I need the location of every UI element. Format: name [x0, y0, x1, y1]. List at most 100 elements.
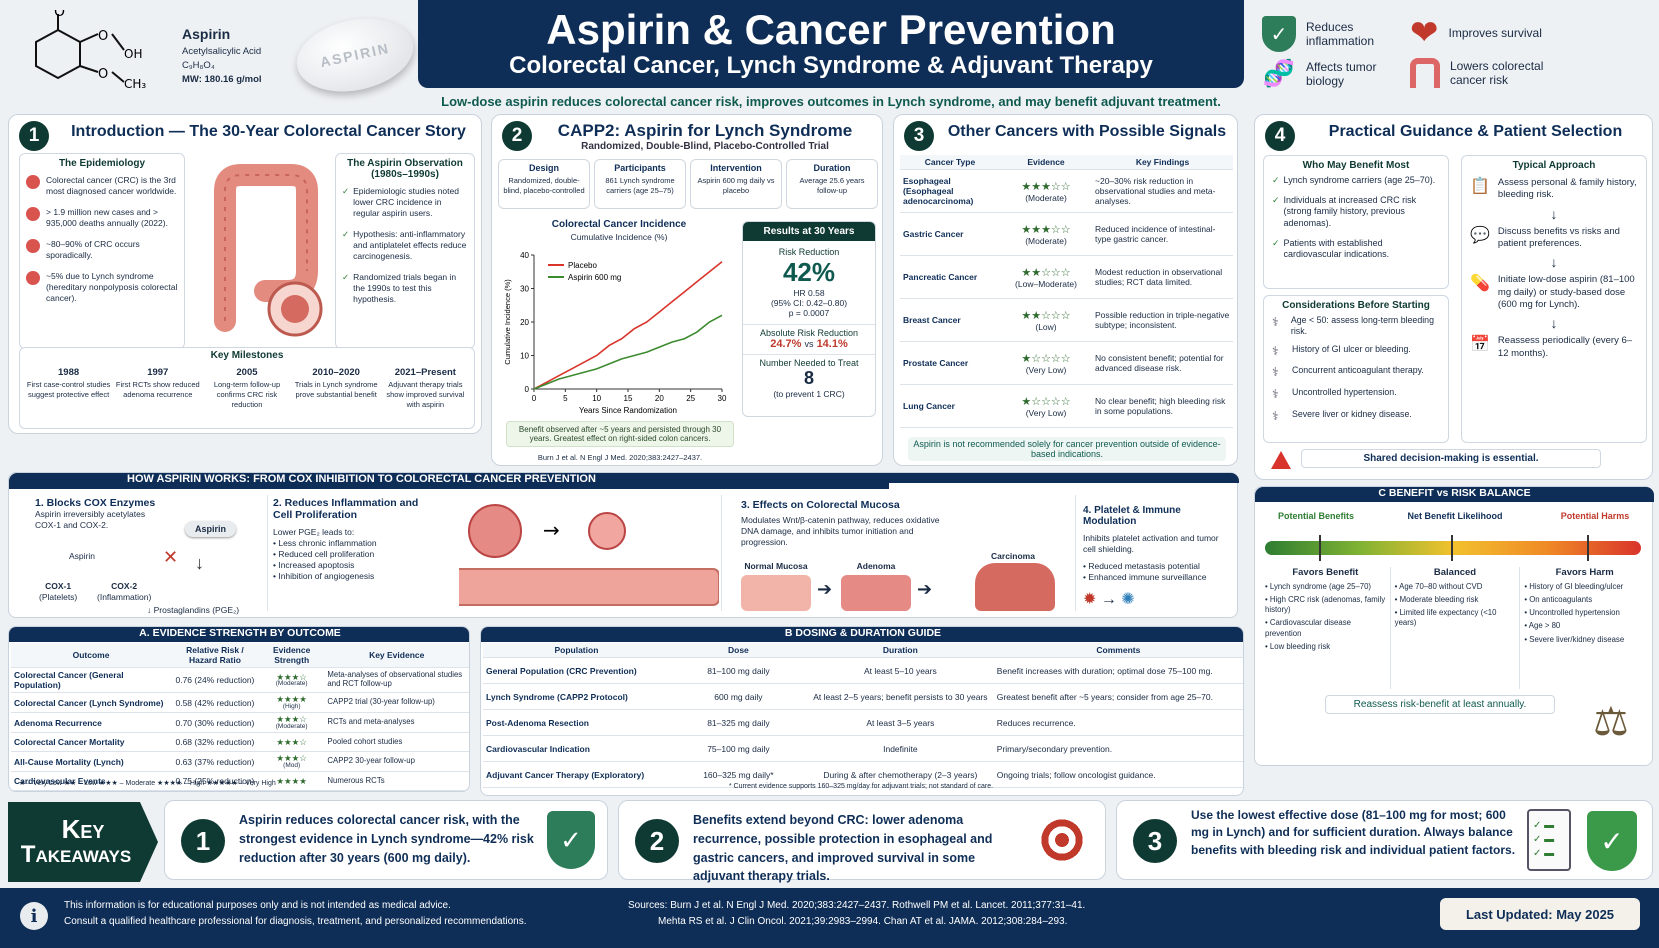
drug-name: Aspirin	[182, 26, 231, 42]
table-header: Comments	[993, 643, 1243, 658]
observation-item: ✓ Hypothesis: anti-inflammatory and antip…	[342, 229, 467, 262]
consideration-item: ⚕ Uncontrolled hypertension.	[1272, 387, 1397, 402]
virus-icon	[26, 239, 40, 254]
virus-icon	[26, 175, 40, 189]
section-capp2: 2 CAPP2: Aspirin for Lynch Syndrome Rand…	[491, 114, 883, 466]
who-item: ✓ Lynch syndrome carriers (age 25–70).	[1272, 175, 1436, 185]
rr-label: Risk Reduction	[778, 247, 840, 257]
caution-icon: ⚕	[1272, 343, 1279, 358]
trial-design-box: Duration Average 25.6 years follow-up	[786, 159, 878, 209]
epidemiology-item: ~5% due to Lynch syndrome (hereditary no…	[26, 271, 178, 304]
target-icon	[1035, 813, 1089, 867]
mechanism-title: HOW ASPIRIN WORKS: FROM COX INHIBITION T…	[9, 473, 889, 489]
table-row: Breast Cancer ★★☆☆☆ (Low) Possible reductio…	[900, 298, 1233, 342]
immune-cell-icon: ✺	[1121, 591, 1135, 609]
consideration-item: ⚕ Severe liver or kidney disease.	[1272, 408, 1412, 423]
consideration-item: ⚕ History of GI ulcer or bleeding.	[1272, 343, 1411, 358]
virus-icon	[26, 271, 40, 286]
y-tick-label: 20	[520, 318, 529, 327]
y-tick-label: 0	[525, 385, 530, 394]
table-header: Duration	[806, 643, 994, 658]
benefit-tumor: 🧬 Affects tumor biology	[1262, 58, 1377, 88]
epidemiology-item: > 1.9 million new cases and > 935,000 de…	[26, 207, 178, 229]
evidence-stars: ★★★☆	[276, 736, 307, 747]
x-tick-label: 0	[532, 394, 537, 403]
pill-image: ASPIRIN	[290, 8, 420, 102]
section-number: 2	[502, 121, 532, 151]
step-icon: 💊	[1470, 275, 1490, 293]
x-tick-label: 30	[718, 394, 727, 403]
milestone-item: 2021–Present Adjuvant therapy trials show…	[386, 367, 465, 409]
arrow-down-icon: ↓	[1550, 205, 1558, 222]
mechanism-item: • Reduced cell proliferation	[273, 549, 375, 560]
table-row: Cardiovascular Indication 75–100 mg daily…	[483, 735, 1243, 762]
dosing-table: Population Dose Duration Comments General Po…	[483, 643, 1243, 788]
drug-chem: Acetylsalicylic Acid	[182, 46, 262, 57]
table-header: Population	[483, 643, 670, 658]
clipboard-icon: ✓ ▬ ✓ ▬ ✓ ▬	[1527, 809, 1571, 871]
trial-reference: Burn J et al. N Engl J Med. 2020;383:242…	[537, 453, 703, 462]
caution-icon: ⚕	[1272, 365, 1279, 380]
y-tick-label: 40	[520, 251, 529, 260]
who-item: ✓ Patients with established cardiovascula…	[1272, 237, 1390, 260]
mechanism-item: • Enhanced immune surveillance	[1083, 572, 1207, 583]
arrow-down-icon: ↓	[1550, 254, 1558, 271]
y-axis-label: Cumulative Incidence (%)	[503, 279, 512, 365]
svg-text:→: →	[543, 518, 560, 542]
benefit-survival: ❤ Improves survival	[1410, 14, 1542, 52]
table-row: Prostate Cancer ★☆☆☆☆ (Very Low) No consist…	[900, 341, 1233, 385]
drug-formula: C₉H₈O₄	[182, 60, 215, 71]
table-row: General Population (CRC Prevention) 81–10…	[483, 657, 1243, 684]
page-title: Aspirin & Cancer Prevention	[546, 6, 1116, 53]
mechanism-item: • Increased apoptosis	[273, 560, 355, 571]
mechanism-item: • Reduced metastasis potential	[1083, 561, 1200, 572]
sources-2: Mehta RS et al. J Clin Oncol. 2021;39:29…	[658, 916, 1068, 927]
takeaway-1: 1 Aspirin reduces colorectal cancer risk…	[164, 800, 608, 880]
section-benefit-risk: C BENEFIT vs RISK BALANCE Potential Bene…	[1254, 486, 1654, 766]
evidence-stars: ★★★☆☆	[1021, 180, 1071, 193]
step-icon: 💬	[1470, 226, 1490, 244]
consideration-item: ⚕ Concurrent anticoagulant therapy.	[1272, 365, 1424, 380]
results-title: Results at 30 Years	[743, 222, 875, 241]
check-icon: ✓	[342, 272, 350, 283]
pill-text: ASPIRIN	[318, 39, 392, 71]
table-row: Lynch Syndrome (CAPP2 Protocol) 600 mg da…	[483, 683, 1243, 710]
aspirin-pill: Aspirin	[185, 521, 237, 537]
benefit-icons: ✓ Reduces inflammation ❤ Improves surviv…	[1262, 14, 1652, 94]
other-cancers-table: Cancer Type Evidence Key Findings Esophagea…	[900, 155, 1233, 428]
epidemiology-box: The Epidemiology Colorectal cancer (CRC)…	[19, 153, 185, 349]
takeaway-2: 2 Benefits extend beyond CRC: lower aden…	[618, 800, 1106, 883]
x-tick-label: 5	[563, 394, 568, 403]
footer: i This information is for educational pu…	[0, 888, 1659, 948]
x-tick-label: 20	[655, 394, 664, 403]
approach-list: 📋 Assess personal & family history, bleed…	[1462, 175, 1646, 362]
svg-text:O: O	[98, 67, 108, 82]
benefit-risk-column: Favors Harm • History of GI bleeding/ulce…	[1524, 567, 1625, 644]
benefit-risk-gradient	[1265, 541, 1641, 555]
caution-icon: ⚕	[1272, 408, 1279, 423]
who-benefits-list: ✓ Lynch syndrome carriers (age 25–70). ✓ In…	[1264, 175, 1448, 261]
disclaimer-2: Consult a qualified healthcare professio…	[64, 916, 527, 927]
evidence-stars: ★★★☆	[276, 753, 307, 763]
nnt-label: Number Needed to Treat	[743, 354, 875, 368]
evidence-stars: ★★☆☆☆	[1021, 309, 1071, 322]
prostaglandins-label: ↓ Prostaglandins (PGE₂)	[147, 605, 240, 615]
other-cancers-note: Aspirin is not recommended solely for ca…	[908, 437, 1226, 461]
section-number: 1	[19, 121, 49, 151]
svg-text:CH₃: CH₃	[124, 77, 146, 90]
scale-harms: Potential Harms	[1560, 511, 1630, 521]
heart-icon: ❤	[1410, 14, 1439, 52]
series-line-placebo	[533, 261, 723, 390]
takeaway-3: 3 Use the lowest effective dose (81–100 …	[1116, 800, 1653, 880]
check-icon: ✓	[1272, 175, 1280, 185]
benefit-risk-note: Reassess risk-benefit at least annually.	[1325, 695, 1555, 714]
caution-icon: ⚕	[1272, 387, 1279, 402]
svg-text:O: O	[98, 29, 108, 44]
approach-box: Typical Approach 📋 Assess personal & fami…	[1461, 155, 1647, 443]
evidence-stars: ★★★☆☆	[1021, 223, 1071, 236]
evidence-stars: ★★★☆	[276, 714, 307, 724]
table-row: Adenoma Recurrence 0.70 (30% reduction) ★★…	[11, 712, 469, 733]
who-benefits-box: Who May Benefit Most ✓ Lynch syndrome car…	[1263, 155, 1449, 289]
mech-cox: 1. Blocks COX Enzymes Aspirin irreversib…	[35, 497, 240, 615]
consideration-item: ⚕ Age < 50: assess long-term bleeding ris…	[1272, 315, 1434, 337]
